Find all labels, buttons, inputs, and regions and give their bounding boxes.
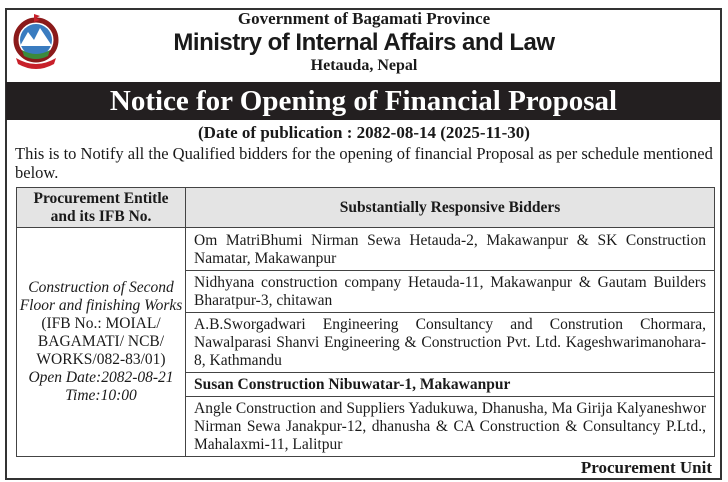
bidder-cell: Susan Construction Nibuwatar-1, Makawanp… [185,372,715,397]
table-row: A.B.Sworgadwari Engineering Consultancy … [17,312,715,373]
bidder-cell: A.B.Sworgadwari Engineering Consultancy … [185,312,715,373]
notice-title: Notice for Opening of Financial Proposal [6,82,721,120]
publication-date: (Date of publication : 2082-08-14 (2025-… [198,123,530,142]
open-time: Time:10:00 [65,387,137,404]
bidders-table: Procurement Entitle and its IFB No. Subs… [16,187,715,457]
nepal-emblem-icon [13,14,59,69]
procurement-title: Construction of Second Floor and finishi… [19,279,183,314]
government-name: Government of Bagamati Province [237,9,491,28]
header-bidders: Substantially Responsive Bidders [185,187,715,228]
table-row: Angle Construction and Suppliers Yadukuw… [17,396,715,457]
procurement-unit: Procurement Unit [580,458,712,477]
ifb-number: (IFB No.: MOIAL/ BAGAMATI/ NCB/ WORKS/08… [36,315,166,368]
intro-text: This is to Notify all the Qualified bidd… [15,144,713,182]
notice-frame [5,8,722,480]
location: Hetauda, Nepal [310,57,418,74]
bidder-cell: Om MatriBhumi Nirman Sewa Hetauda-2, Mak… [185,227,715,271]
open-date: Open Date:2082-08-21 [28,369,174,386]
header-procurement: Procurement Entitle and its IFB No. [16,187,186,228]
bidder-cell: Nidhyana construction company Hetauda-11… [185,270,715,313]
table-row: Construction of Second Floor and finishi… [16,227,715,457]
table-header-row: Procurement Entitle and its IFB No. Subs… [16,187,715,228]
bidder-cell: Angle Construction and Suppliers Yadukuw… [185,396,715,457]
procurement-cell: Construction of Second Floor and finishi… [16,227,186,457]
ministry-name: Ministry of Internal Affairs and Law [173,29,555,56]
table-row: Nidhyana construction company Hetauda-11… [17,270,715,313]
